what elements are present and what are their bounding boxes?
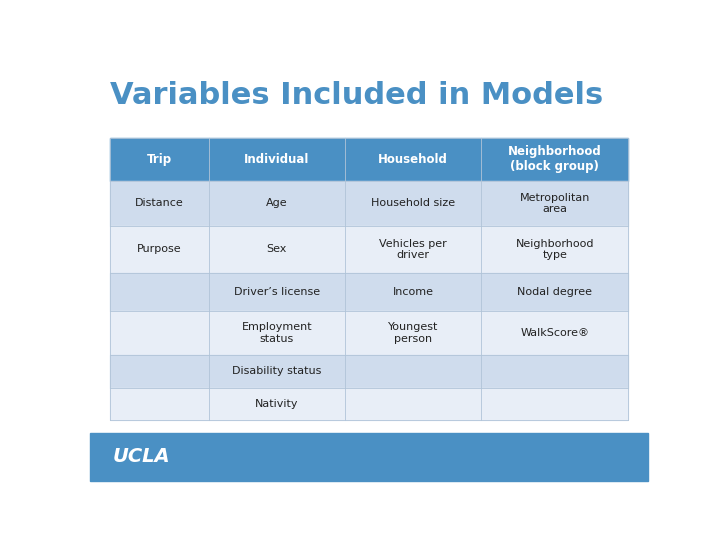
- Bar: [345, 355, 482, 388]
- Bar: [345, 388, 482, 420]
- Text: Distance: Distance: [135, 199, 184, 208]
- Text: Household: Household: [378, 153, 448, 166]
- Bar: [209, 226, 345, 273]
- Bar: [109, 138, 209, 181]
- Bar: [209, 138, 345, 181]
- Text: Vehicles per
driver: Vehicles per driver: [379, 239, 447, 260]
- Bar: [345, 181, 482, 226]
- Bar: [109, 388, 209, 420]
- Text: Sex: Sex: [266, 244, 287, 254]
- Text: WalkScore®: WalkScore®: [521, 328, 590, 338]
- Text: Employment
status: Employment status: [241, 322, 312, 343]
- Text: Disability status: Disability status: [232, 366, 321, 376]
- Bar: [209, 388, 345, 420]
- Text: Driver’s license: Driver’s license: [234, 287, 320, 297]
- Text: Variables Included in Models: Variables Included in Models: [109, 82, 603, 111]
- Bar: [345, 138, 482, 181]
- Bar: [209, 310, 345, 355]
- Bar: [109, 355, 209, 388]
- Bar: [482, 226, 629, 273]
- Text: Income: Income: [392, 287, 433, 297]
- Bar: [109, 273, 209, 310]
- Text: Trip: Trip: [146, 153, 171, 166]
- Text: Nativity: Nativity: [255, 399, 299, 409]
- Text: Neighborhood
type: Neighborhood type: [516, 239, 594, 260]
- Bar: [209, 181, 345, 226]
- Text: Age: Age: [266, 199, 287, 208]
- Text: Youngest
person: Youngest person: [388, 322, 438, 343]
- Bar: [109, 226, 209, 273]
- Bar: [90, 433, 648, 481]
- Bar: [482, 273, 629, 310]
- Text: Nodal degree: Nodal degree: [518, 287, 593, 297]
- Bar: [345, 273, 482, 310]
- Bar: [109, 310, 209, 355]
- Bar: [345, 226, 482, 273]
- Bar: [345, 310, 482, 355]
- Bar: [482, 388, 629, 420]
- Text: Household size: Household size: [371, 199, 455, 208]
- Bar: [482, 138, 629, 181]
- Text: UCLA: UCLA: [112, 447, 170, 466]
- Bar: [209, 273, 345, 310]
- Text: Neighborhood
(block group): Neighborhood (block group): [508, 145, 602, 173]
- Bar: [209, 355, 345, 388]
- Bar: [109, 181, 209, 226]
- Bar: [482, 310, 629, 355]
- Text: Metropolitan
area: Metropolitan area: [520, 193, 590, 214]
- Bar: [482, 355, 629, 388]
- Text: Individual: Individual: [244, 153, 310, 166]
- Text: Purpose: Purpose: [137, 244, 181, 254]
- Bar: [482, 181, 629, 226]
